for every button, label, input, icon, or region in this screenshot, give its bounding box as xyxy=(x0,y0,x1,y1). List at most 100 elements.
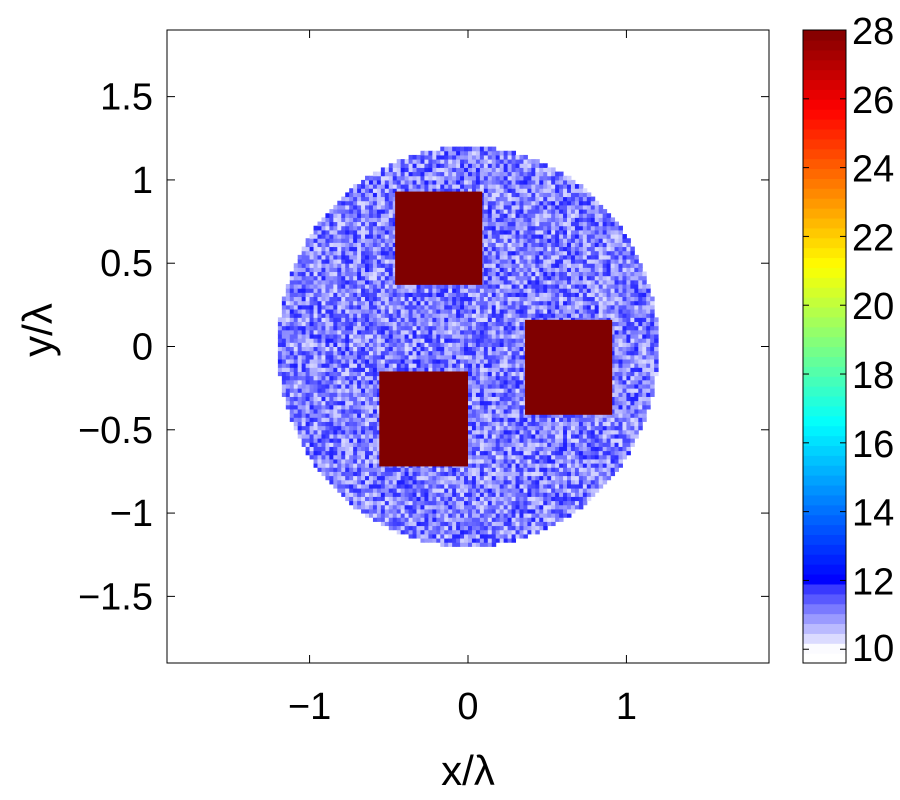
heatmap-cell xyxy=(333,325,338,331)
heatmap-cell xyxy=(380,346,386,352)
heatmap-cell xyxy=(444,296,449,302)
heatmap-cell xyxy=(495,342,501,347)
heatmap-cell xyxy=(424,184,429,189)
heatmap-cell xyxy=(483,396,489,402)
heatmap-cell xyxy=(479,408,485,414)
heatmap-cell xyxy=(301,383,307,389)
heatmap-cell xyxy=(293,425,299,431)
heatmap-cell xyxy=(487,292,493,298)
heatmap-cell xyxy=(337,259,342,264)
heatmap-cell xyxy=(436,467,441,472)
heatmap-cell xyxy=(289,417,295,422)
heatmap-cell xyxy=(464,346,469,352)
heatmap-cell xyxy=(479,284,485,289)
heatmap-cell xyxy=(436,309,441,314)
heatmap-cell xyxy=(333,475,338,481)
heatmap-cell xyxy=(289,279,295,285)
heatmap-cell xyxy=(468,334,473,339)
heatmap-cell xyxy=(408,179,414,185)
heatmap-cell xyxy=(428,304,433,310)
heatmap-cell xyxy=(388,250,394,256)
heatmap-cell xyxy=(503,296,509,302)
heatmap-cell xyxy=(353,284,358,289)
heatmap-cell xyxy=(448,496,453,502)
heatmap-cell xyxy=(341,304,346,310)
heatmap-cell xyxy=(487,433,493,439)
heatmap-cell xyxy=(357,229,362,235)
heatmap-cell xyxy=(345,450,350,456)
heatmap-cell xyxy=(511,334,517,339)
heatmap-cell xyxy=(376,421,382,427)
heatmap-cell xyxy=(365,250,370,256)
heatmap-cell xyxy=(412,496,418,502)
heatmap-cell xyxy=(353,408,358,414)
heatmap-cell xyxy=(420,475,425,481)
heatmap-cell xyxy=(396,521,402,527)
heatmap-cell xyxy=(400,354,406,360)
heatmap-cell xyxy=(400,504,406,510)
heatmap-cell xyxy=(321,296,326,302)
heatmap-cell xyxy=(313,388,318,393)
heatmap-cell xyxy=(345,309,350,314)
heatmap-cell xyxy=(357,425,362,431)
heatmap-cell xyxy=(372,425,378,431)
heatmap-cell xyxy=(372,488,378,493)
heatmap-cell xyxy=(503,209,509,214)
heatmap-cell xyxy=(317,346,322,352)
heatmap-cell xyxy=(372,404,378,410)
heatmap-cell xyxy=(361,221,366,227)
heatmap-cell xyxy=(523,417,528,422)
heatmap-cell xyxy=(321,425,326,431)
heatmap-cell xyxy=(365,388,370,393)
heatmap-cell xyxy=(329,358,334,364)
heatmap-cell xyxy=(309,263,315,268)
heatmap-cell xyxy=(293,292,299,298)
heatmap-cell xyxy=(511,388,517,393)
heatmap-cell xyxy=(380,196,386,202)
heatmap-cell xyxy=(436,533,441,539)
heatmap-cell xyxy=(479,521,485,527)
heatmap-cell xyxy=(491,508,497,514)
heatmap-cell xyxy=(444,354,449,360)
heatmap-cell xyxy=(349,371,354,377)
heatmap-cell xyxy=(376,225,382,231)
heatmap-cell xyxy=(456,354,461,360)
heatmap-cell xyxy=(456,367,461,372)
heatmap-cell xyxy=(444,313,449,318)
heatmap-cell xyxy=(479,450,485,456)
heatmap-cell xyxy=(523,313,528,318)
heatmap-cell xyxy=(349,304,354,310)
heatmap-cell xyxy=(511,171,517,177)
heatmap-cell xyxy=(491,463,497,468)
heatmap-cell xyxy=(372,438,378,443)
heatmap-cell xyxy=(515,442,520,447)
heatmap-cell xyxy=(349,259,354,264)
heatmap-cell xyxy=(325,458,330,464)
heatmap-cell xyxy=(460,346,465,352)
heatmap-cell xyxy=(471,400,477,406)
heatmap-cell xyxy=(285,363,291,368)
heatmap-cell xyxy=(503,171,509,177)
heatmap-cell xyxy=(313,284,318,289)
heatmap-cell xyxy=(440,500,445,506)
heatmap-cell xyxy=(475,442,481,447)
heatmap-cell xyxy=(305,425,311,431)
heatmap-cell xyxy=(408,338,414,343)
heatmap-cell xyxy=(495,446,501,452)
heatmap-cell xyxy=(495,271,501,277)
heatmap-cell xyxy=(487,284,493,289)
heatmap-cell xyxy=(420,342,425,347)
heatmap-cell xyxy=(372,221,378,227)
heatmap-cell xyxy=(396,367,402,372)
heatmap-cell xyxy=(523,517,528,522)
heatmap-cell xyxy=(483,517,489,522)
heatmap-cell xyxy=(357,471,362,477)
heatmap-cell xyxy=(388,488,394,493)
heatmap-cell xyxy=(380,200,386,206)
heatmap-cell xyxy=(368,438,374,443)
heatmap-cell xyxy=(337,354,342,360)
heatmap-cell xyxy=(301,442,307,447)
heatmap-cell xyxy=(345,234,350,239)
heatmap-cell xyxy=(392,238,398,243)
heatmap-cell xyxy=(372,263,378,268)
